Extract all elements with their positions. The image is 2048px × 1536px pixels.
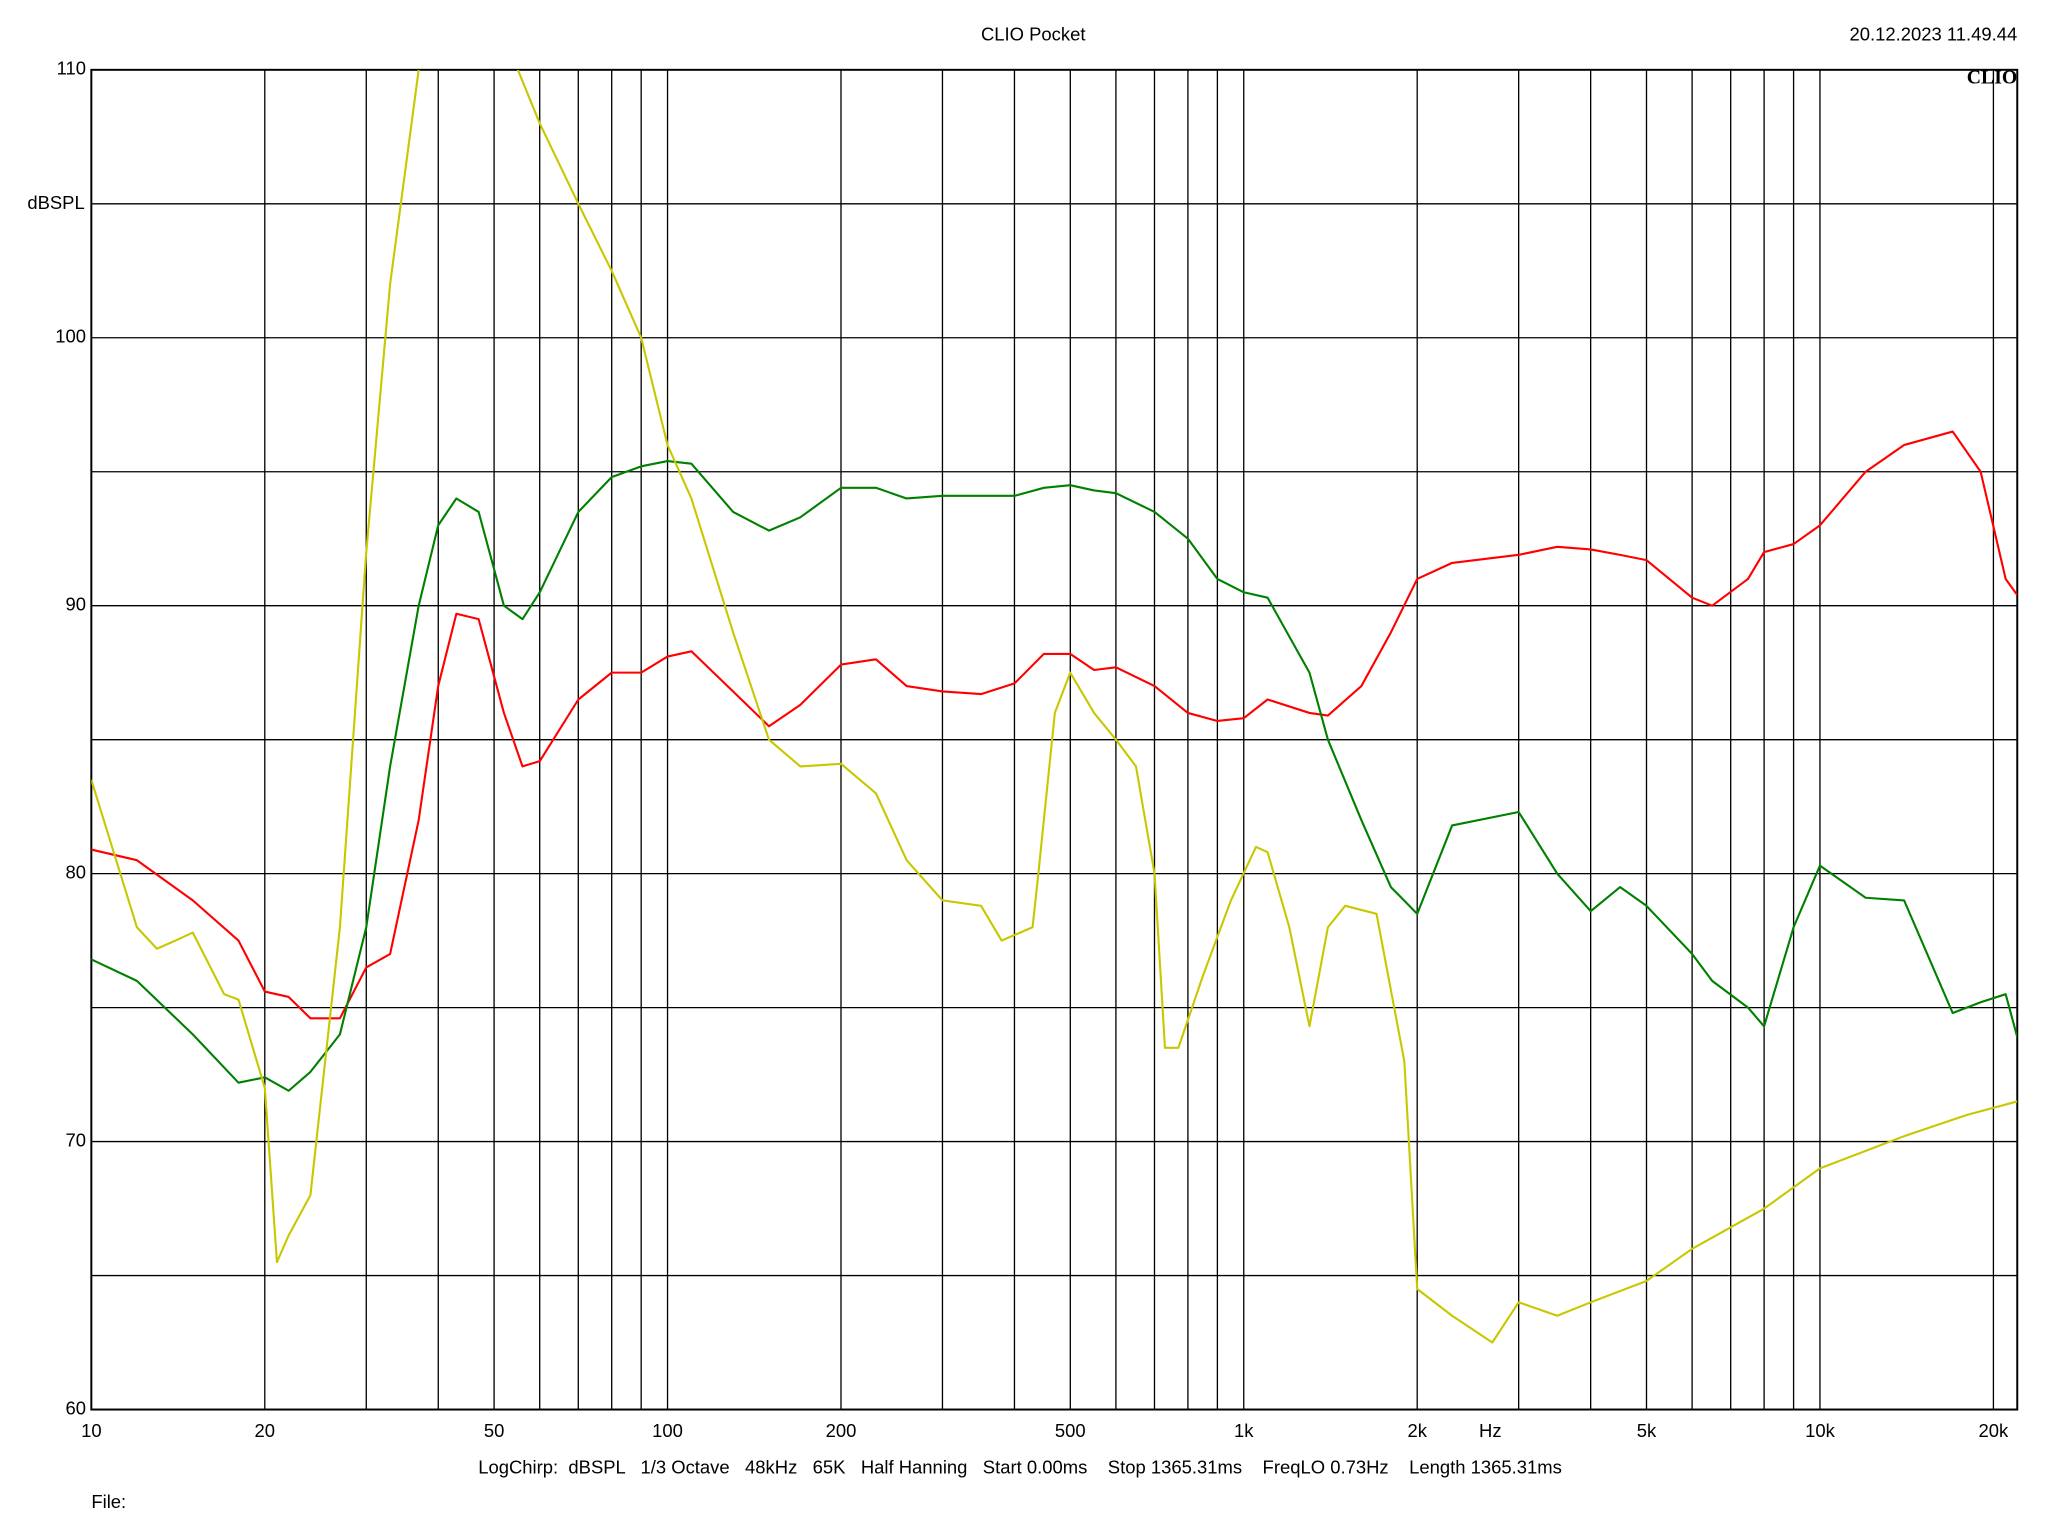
x-tick-label: 2k — [1407, 1420, 1427, 1441]
x-tick-label: 1k — [1234, 1420, 1254, 1441]
y-axis-label: dBSPL — [27, 192, 84, 213]
logo: CLIO — [1967, 67, 2017, 89]
x-tick-label: 10 — [81, 1420, 102, 1441]
x-tick-label: 10k — [1805, 1420, 1836, 1441]
x-tick-label: 50 — [484, 1420, 505, 1441]
x-tick-label: 100 — [652, 1420, 683, 1441]
y-tick-label: 70 — [66, 1129, 87, 1150]
y-tick-label: 110 — [57, 58, 86, 79]
timestamp: 20.12.2023 11.49.44 — [1849, 23, 2017, 44]
line-series — [91, 460, 2018, 1092]
x-tick-label: 5k — [1637, 1420, 1657, 1441]
y-tick-label: 80 — [66, 862, 87, 883]
file-label: File: — [91, 1491, 126, 1512]
y-tick-label: 90 — [66, 594, 87, 615]
x-tick-label: 20k — [1979, 1420, 2010, 1441]
y-tick-label: 100 — [55, 326, 86, 347]
footer: LogChirp: dBSPL 1/3 Octave 48kHz 65K Hal… — [478, 1457, 1562, 1478]
plot-frame — [90, 68, 2019, 1411]
line-series — [91, 69, 2018, 1344]
x-tick-label: 500 — [1055, 1420, 1086, 1441]
line-series — [91, 430, 2018, 1020]
x-axis-label: Hz — [1479, 1420, 1502, 1441]
x-tick-label: 20 — [255, 1420, 276, 1441]
x-tick-label: 200 — [826, 1420, 857, 1441]
chart-title: CLIO Pocket — [981, 23, 1086, 44]
y-tick-label: 60 — [66, 1397, 87, 1418]
